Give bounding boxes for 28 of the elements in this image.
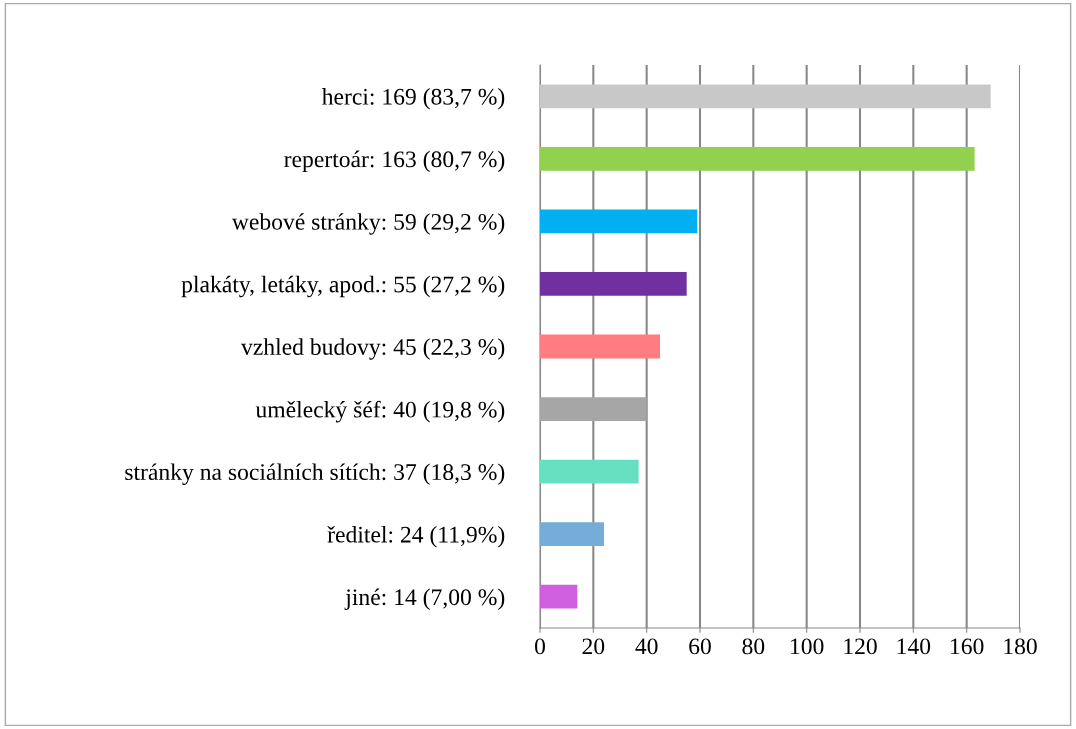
y-tick-label: vzhled budovy: 45 (22,3 %) — [241, 338, 505, 360]
bar — [540, 459, 639, 484]
bar — [540, 209, 698, 234]
y-tick-label: umělecký šéf: 40 (19,8 %) — [255, 400, 505, 423]
bar — [540, 84, 991, 109]
y-tick-label: jiné: 14 (7,00 %) — [344, 588, 505, 610]
x-tick-label: 0 — [535, 638, 545, 655]
x-tick-label: 40 — [635, 638, 658, 655]
y-tick-label: plakáty, letáky, apod.: 55 (27,2 %) — [181, 275, 505, 298]
x-tick-label: 60 — [689, 638, 711, 655]
x-tick-label: 160 — [951, 638, 984, 655]
x-tick-label: 120 — [844, 638, 877, 655]
bar — [540, 272, 687, 296]
bar — [540, 397, 647, 421]
y-tick-label: herci: 169 (83,7 %) — [321, 88, 505, 110]
y-tick-label: ředitel: 24 (11,9%) — [327, 525, 505, 548]
x-tick-label: 100 — [791, 638, 824, 655]
y-tick-label: webové stránky: 59 (29,2 %) — [231, 213, 505, 235]
bar — [540, 522, 604, 547]
x-tick-label: 140 — [897, 638, 931, 655]
y-tick-label: repertoár: 163 (80,7 %) — [284, 150, 505, 173]
bar — [540, 584, 578, 609]
y-tick-label: stránky na sociálních sítích: 37 (18,3 %) — [125, 463, 505, 485]
x-tick-label: 80 — [742, 638, 765, 655]
x-tick-label: 20 — [582, 638, 605, 655]
bar — [540, 334, 660, 359]
x-tick-label: 180 — [1004, 638, 1037, 655]
bar — [540, 146, 975, 171]
